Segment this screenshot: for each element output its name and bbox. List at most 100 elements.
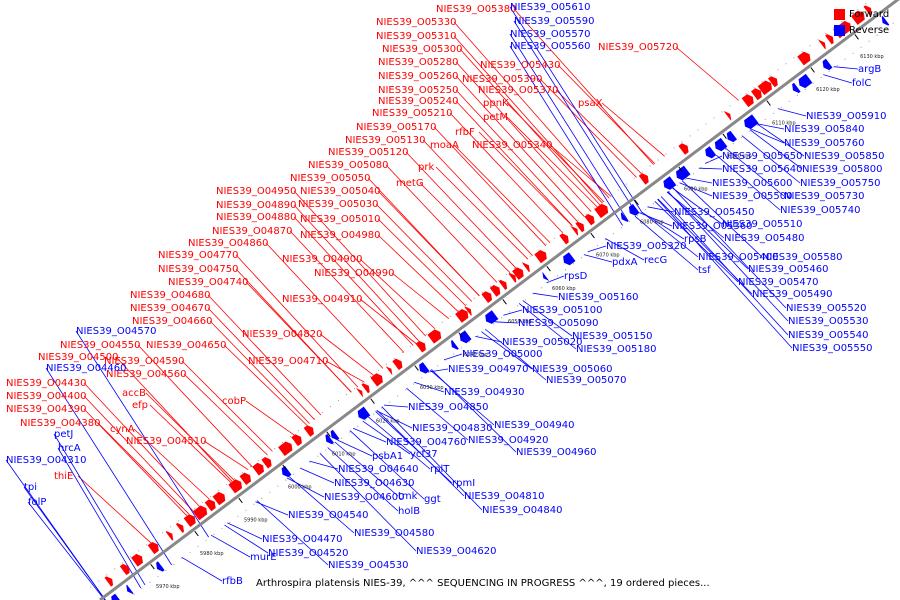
forward-gene-arrow xyxy=(165,531,174,541)
reverse-gene-label: NIES39_O05560 xyxy=(510,41,591,52)
forward-callout-line xyxy=(325,360,365,383)
forward-gene-arrow xyxy=(392,358,403,371)
forward-gene-label: NIES39_O05330 xyxy=(376,17,457,28)
reverse-callout-line xyxy=(319,453,417,552)
reverse-callout-line xyxy=(679,182,713,197)
legend-forward-label: Forward xyxy=(849,8,890,20)
forward-gene-arrow xyxy=(147,542,159,555)
reverse-callout-line xyxy=(657,198,793,349)
reverse-gene-label: NIES39_O05400 xyxy=(698,252,779,263)
reverse-callout-line xyxy=(227,522,263,540)
tick-label: 6000 kbp xyxy=(288,485,312,491)
forward-callout-line xyxy=(83,408,188,517)
forward-callout-line xyxy=(453,144,551,243)
reverse-gene-label: NIES39_O04970 xyxy=(448,364,529,375)
reverse-gene-arrow xyxy=(485,310,499,324)
reverse-gene-arrow xyxy=(126,584,134,594)
forward-gene-label: NIES39_O04590 xyxy=(104,356,185,367)
map-caption: Arthrospira platensis NIES-39, ^^^ SEQUE… xyxy=(256,578,710,589)
reverse-callout-line xyxy=(672,187,723,225)
forward-gene-label: NIES39_O04890 xyxy=(216,200,297,211)
forward-gene-label: rfbF xyxy=(455,127,475,138)
forward-gene-arrow xyxy=(825,34,834,45)
forward-callout-line xyxy=(203,440,249,471)
forward-callout-line xyxy=(377,190,480,297)
tick-label: 6110 kbp xyxy=(772,120,796,126)
reverse-gene-label: tmk xyxy=(398,491,418,502)
forward-gene-label: efp xyxy=(132,400,148,411)
forward-callout-line xyxy=(293,216,414,346)
reverse-gene-label: NIES39_O04920 xyxy=(468,435,549,446)
forward-callout-line xyxy=(455,100,573,226)
reverse-gene-arrow xyxy=(542,272,550,281)
reverse-callout-line xyxy=(667,191,749,270)
forward-gene-arrow xyxy=(131,553,143,567)
reverse-gene-arrow xyxy=(620,212,629,222)
reverse-gene-label: ycf37 xyxy=(410,449,438,460)
forward-callout-line xyxy=(265,242,384,369)
forward-callout-line xyxy=(377,218,467,307)
reverse-callout-line xyxy=(605,238,645,261)
forward-callout-line xyxy=(145,392,235,481)
tick-mark xyxy=(238,497,243,504)
tick-mark xyxy=(634,199,639,206)
reverse-callout-line xyxy=(639,212,673,227)
forward-gene-label: NIES39_O04560 xyxy=(106,369,187,380)
forward-callout-line xyxy=(207,294,322,416)
reverse-gene-label: NIES39_O04810 xyxy=(464,491,545,502)
legend-forward: Forward xyxy=(834,6,896,22)
forward-callout-line xyxy=(419,182,511,273)
reverse-callout-line xyxy=(381,406,483,511)
reverse-callout-line xyxy=(672,187,787,309)
reverse-gene-label: NIES39_O04620 xyxy=(416,546,497,557)
forward-gene-arrow xyxy=(571,226,579,236)
tick-mark xyxy=(282,464,287,471)
forward-callout-line xyxy=(149,404,232,483)
forward-gene-label: NIES39_O04510 xyxy=(126,436,207,447)
tick-label: 6070 kbp xyxy=(596,253,620,259)
reverse-gene-label: rpsD xyxy=(564,271,588,282)
reverse-gene-label: NIES39_O05150 xyxy=(572,331,653,342)
forward-gene-label: NIES39_O05380 xyxy=(436,4,517,15)
reverse-dot-track xyxy=(125,17,900,600)
forward-gene-label: NIES39_O04660 xyxy=(132,316,213,327)
reverse-gene-arrow xyxy=(744,114,759,130)
reverse-callout-line xyxy=(704,155,723,164)
forward-gene-label: cynA xyxy=(110,424,135,435)
tick-mark xyxy=(546,265,551,272)
forward-callout-line xyxy=(293,204,420,342)
reverse-gene-label: NIES39_O04570 xyxy=(76,326,157,337)
forward-gene-label: NIES39_O05430 xyxy=(480,60,561,71)
reverse-callout-line xyxy=(503,309,523,316)
reverse-gene-label: NIES39_O05450 xyxy=(674,207,755,218)
forward-gene-arrow xyxy=(261,457,272,469)
tick-label: 6010 kbp xyxy=(332,451,356,457)
reverse-callout-line xyxy=(532,292,559,298)
reverse-callout-line xyxy=(513,20,638,215)
forward-callout-line xyxy=(209,320,310,424)
reverse-callout-line xyxy=(587,245,607,253)
reverse-gene-label: NIES39_O05530 xyxy=(788,316,869,327)
forward-callout-line xyxy=(235,254,359,388)
tick-label: 6090 kbp xyxy=(684,187,708,193)
forward-gene-arrow xyxy=(678,143,689,155)
forward-gene-label: NIES39_O04710 xyxy=(248,356,329,367)
reverse-gene-label: NIES39_O05090 xyxy=(518,318,599,329)
forward-gene-label: NIES39_O04680 xyxy=(130,290,211,301)
forward-callout-line xyxy=(377,234,459,312)
tick-mark xyxy=(150,564,155,570)
forward-gene-label: NIES39_O04820 xyxy=(242,329,323,340)
forward-callout-line xyxy=(422,139,533,256)
forward-gene-label: NIES39_O04880 xyxy=(216,212,297,223)
reverse-gene-label: NIES39_O05730 xyxy=(784,191,865,202)
forward-gene-arrow xyxy=(575,221,585,233)
reverse-gene-label: tsf xyxy=(698,265,711,276)
reverse-callout-line xyxy=(484,328,547,381)
forward-callout-line xyxy=(245,400,295,436)
forward-gene-label: NIES39_O05310 xyxy=(376,31,457,42)
forward-gene-label: prk xyxy=(418,162,434,173)
reverse-gene-arrow xyxy=(330,429,340,441)
forward-callout-line xyxy=(555,89,642,174)
forward-callout-line xyxy=(375,203,473,302)
